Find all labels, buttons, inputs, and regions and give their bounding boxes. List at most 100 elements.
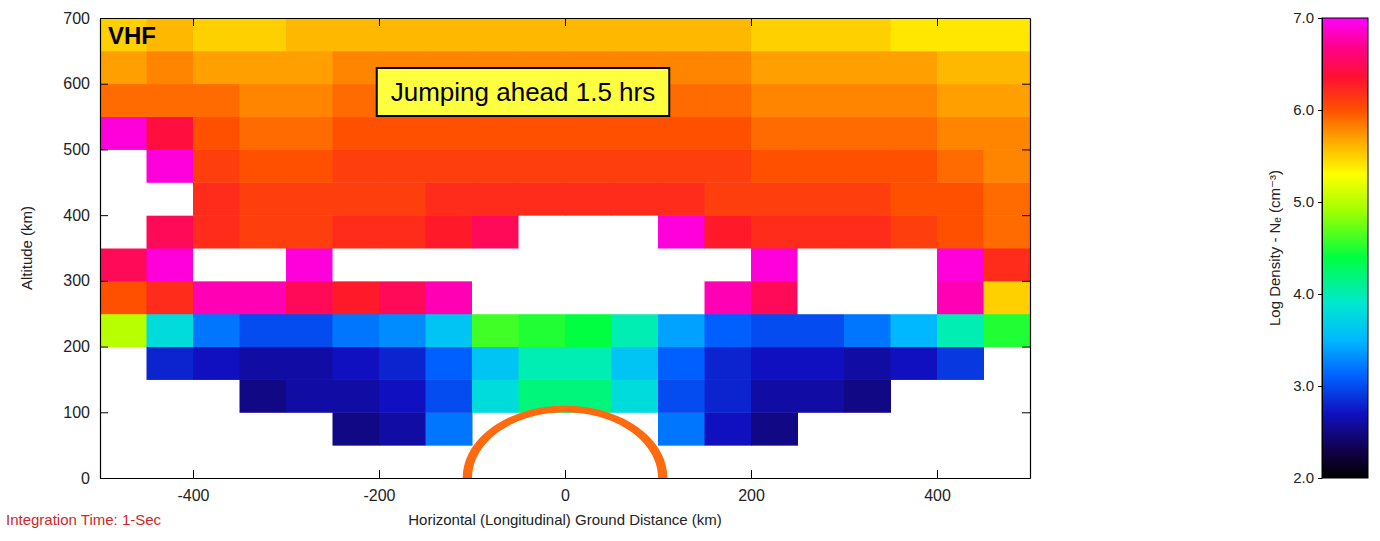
density-cell xyxy=(147,51,194,84)
tick: 700 xyxy=(63,10,108,27)
density-cell xyxy=(705,51,752,84)
tick-mark xyxy=(1318,294,1322,295)
density-cell xyxy=(519,117,566,150)
density-cell xyxy=(705,117,752,150)
density-cell xyxy=(658,117,705,150)
density-cell xyxy=(984,182,1031,215)
density-cell xyxy=(844,18,891,51)
tick: -400 xyxy=(177,470,209,504)
x-axis: -400-2000200400 xyxy=(101,470,1031,504)
tick-label: 5.0 xyxy=(1293,193,1314,210)
density-cell xyxy=(844,347,891,380)
density-cell xyxy=(100,149,147,182)
density-cell xyxy=(426,281,473,314)
tick: 300 xyxy=(63,272,108,289)
density-cell xyxy=(426,379,473,412)
density-cell xyxy=(751,182,798,215)
density-cell xyxy=(472,379,519,412)
density-cell xyxy=(333,347,380,380)
tick-mark xyxy=(193,18,194,26)
tick xyxy=(565,18,566,26)
density-cell xyxy=(751,51,798,84)
tick-label: 3.0 xyxy=(1293,377,1314,394)
tick-label: 200 xyxy=(63,338,90,355)
density-cell xyxy=(658,182,705,215)
tick-label: -200 xyxy=(363,487,395,504)
tick-mark xyxy=(379,470,380,478)
density-cell xyxy=(751,18,798,51)
density-cell xyxy=(798,84,845,117)
density-cell xyxy=(519,18,566,51)
density-cell xyxy=(612,379,659,412)
density-cell xyxy=(240,248,287,281)
colorbar-title: Log Density - Nₑ (cm⁻³) xyxy=(1266,170,1283,326)
density-cell xyxy=(798,347,845,380)
density-cell xyxy=(147,314,194,347)
density-cell xyxy=(705,248,752,281)
density-cell xyxy=(984,281,1031,314)
density-cell xyxy=(426,248,473,281)
density-cell xyxy=(844,149,891,182)
density-cell xyxy=(937,281,984,314)
axis-line xyxy=(101,478,1031,479)
density-cell xyxy=(426,182,473,215)
density-cell xyxy=(333,18,380,51)
tick-mark xyxy=(1022,347,1030,348)
density-cell xyxy=(844,314,891,347)
density-cell xyxy=(472,117,519,150)
density-cell xyxy=(658,314,705,347)
density-cell xyxy=(798,182,845,215)
tick: -200 xyxy=(363,470,395,504)
tick: 0 xyxy=(81,470,108,487)
axis-line xyxy=(100,19,101,479)
tick-label: 4.0 xyxy=(1293,285,1314,302)
density-cell xyxy=(844,84,891,117)
density-cell xyxy=(565,215,612,248)
density-cell xyxy=(519,347,566,380)
tick xyxy=(1022,281,1030,282)
density-cell xyxy=(658,18,705,51)
density-cell xyxy=(705,379,752,412)
density-cell xyxy=(937,314,984,347)
density-cell xyxy=(984,84,1031,117)
tick xyxy=(1022,347,1030,348)
tick-mark xyxy=(1022,478,1030,479)
density-cell xyxy=(333,412,380,445)
density-cell xyxy=(937,18,984,51)
density-cell xyxy=(147,149,194,182)
density-cell xyxy=(751,314,798,347)
tick-mark xyxy=(379,18,380,26)
density-cell xyxy=(798,117,845,150)
density-cell xyxy=(984,18,1031,51)
density-cell xyxy=(891,149,938,182)
density-cell xyxy=(984,248,1031,281)
density-cell xyxy=(937,149,984,182)
tick-mark xyxy=(1318,18,1322,19)
tick: 500 xyxy=(63,141,108,158)
density-cell xyxy=(519,149,566,182)
density-cell xyxy=(984,314,1031,347)
density-cell xyxy=(937,215,984,248)
density-cell xyxy=(240,314,287,347)
density-cell xyxy=(844,117,891,150)
density-cell xyxy=(286,18,333,51)
density-cell xyxy=(565,117,612,150)
tick-label: -400 xyxy=(177,487,209,504)
density-cell xyxy=(612,117,659,150)
tick xyxy=(1022,149,1030,150)
density-cell xyxy=(193,215,240,248)
density-cell xyxy=(286,84,333,117)
density-cell xyxy=(100,117,147,150)
tick-mark xyxy=(1022,18,1030,19)
tick-label: 200 xyxy=(738,487,765,504)
density-cell xyxy=(379,149,426,182)
density-cell xyxy=(193,182,240,215)
density-cell xyxy=(286,51,333,84)
density-cell xyxy=(612,18,659,51)
tick: 2.0 xyxy=(1293,469,1322,486)
density-cell xyxy=(798,215,845,248)
density-cell xyxy=(798,51,845,84)
tick-label: 2.0 xyxy=(1293,469,1314,486)
density-cell xyxy=(798,379,845,412)
density-cell xyxy=(147,215,194,248)
